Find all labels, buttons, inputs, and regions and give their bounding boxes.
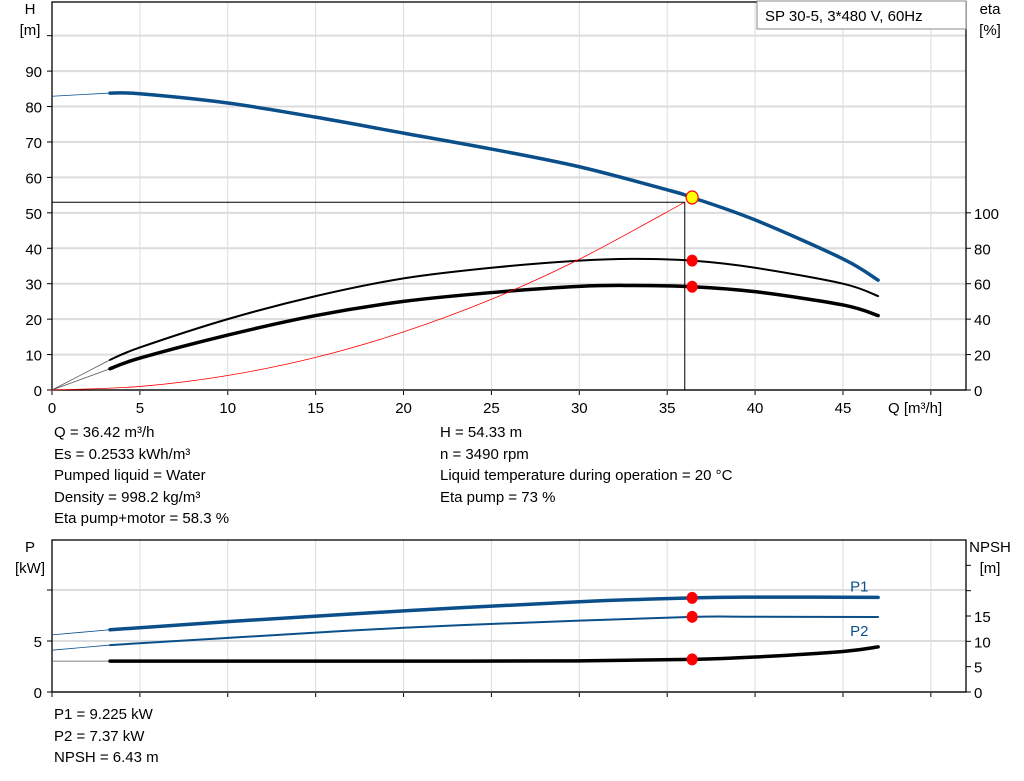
series-line-0 bbox=[108, 91, 880, 282]
series-line-0 bbox=[108, 595, 880, 632]
series-line-1 bbox=[109, 615, 880, 647]
x-tick-label: 40 bbox=[747, 400, 764, 417]
y-right-label: eta bbox=[980, 1, 1002, 18]
x-tick-label: 0 bbox=[48, 400, 56, 417]
y-left-tick-label: 0 bbox=[34, 685, 42, 702]
series-line-3 bbox=[51, 201, 686, 391]
y-right-tick-label: 60 bbox=[974, 277, 991, 294]
series-extension bbox=[51, 629, 111, 636]
series-extension bbox=[51, 368, 111, 391]
eta-duty-point bbox=[686, 254, 698, 267]
info-eta-pump: Eta pump = 73 % bbox=[440, 488, 556, 506]
y-left-label: P bbox=[25, 539, 35, 556]
p2-duty-point bbox=[686, 610, 698, 623]
operating-point bbox=[685, 190, 699, 205]
y-right-tick-label: 40 bbox=[974, 312, 991, 329]
y-right-tick-label: 10 bbox=[974, 634, 991, 651]
y-left-tick-label: 5 bbox=[34, 634, 42, 651]
info-es: Es = 0.2533 kWh/m³ bbox=[54, 445, 191, 463]
series-extension bbox=[51, 644, 111, 651]
y-left-tick-label: 30 bbox=[25, 277, 42, 294]
info-density: Density = 998.2 kg/m³ bbox=[54, 488, 201, 506]
y-right-unit: [%] bbox=[979, 22, 1001, 39]
info-npsh: NPSH = 6.43 m bbox=[54, 749, 159, 766]
x-tick-label: 25 bbox=[483, 400, 500, 417]
y-right-tick-label: 0 bbox=[974, 383, 982, 400]
x-tick-label: 35 bbox=[659, 400, 676, 417]
info-right: H = 54.33 m n = 3490 rpm Liquid temperat… bbox=[440, 422, 732, 508]
y-right-tick-label: 0 bbox=[974, 685, 982, 702]
info-h: H = 54.33 m bbox=[440, 424, 523, 441]
info-q: Q = 36.42 m³/h bbox=[54, 424, 155, 441]
y-right-label: NPSH bbox=[969, 539, 1011, 556]
info-left: Q = 36.42 m³/h Es = 0.2533 kWh/m³ Pumped… bbox=[54, 422, 229, 530]
y-right-unit: [m] bbox=[980, 560, 1001, 577]
y-right-tick-label: 5 bbox=[974, 660, 982, 677]
series-line-2 bbox=[108, 645, 880, 663]
series-label-P1: P1 bbox=[850, 578, 868, 595]
series-extension bbox=[51, 92, 111, 97]
x-tick-label: 15 bbox=[307, 400, 324, 417]
y-right-tick-label: 20 bbox=[974, 348, 991, 365]
info-eta-pump-motor: Eta pump+motor = 58.3 % bbox=[54, 510, 230, 527]
x-axis-label: Q [m³/h] bbox=[888, 400, 942, 417]
y-left-tick-label: 90 bbox=[25, 64, 42, 81]
series-extension bbox=[51, 359, 111, 391]
y-left-unit: [kW] bbox=[15, 560, 45, 577]
legend-box: SP 30-5, 3*480 V, 60Hz bbox=[756, 0, 967, 30]
y-left-tick-label: 50 bbox=[25, 206, 42, 223]
x-tick-label: 20 bbox=[395, 400, 412, 417]
series-line-1 bbox=[109, 257, 880, 361]
info-bottom: P1 = 9.225 kW P2 = 7.37 kW NPSH = 6.43 m bbox=[54, 704, 159, 769]
x-tick-label: 5 bbox=[136, 400, 144, 417]
y-right-tick-label: 80 bbox=[974, 241, 991, 258]
x-tick-label: 45 bbox=[835, 400, 852, 417]
y-left-label: H bbox=[25, 1, 36, 18]
npsh-duty-point bbox=[686, 653, 698, 666]
series-line-2 bbox=[108, 283, 880, 371]
y-left-tick-label: 0 bbox=[34, 383, 42, 400]
y-right-tick-label: 15 bbox=[974, 609, 991, 626]
y-left-tick-label: 20 bbox=[25, 312, 42, 329]
info-p1: P1 = 9.225 kW bbox=[54, 706, 153, 723]
info-temp: Liquid temperature during operation = 20… bbox=[440, 467, 733, 484]
y-right-tick-label: 100 bbox=[974, 206, 999, 223]
p1-duty-point bbox=[686, 591, 698, 604]
plot-frame bbox=[51, 1, 967, 391]
x-tick-label: 10 bbox=[219, 400, 236, 417]
plot-frame bbox=[51, 539, 967, 693]
y-left-tick-label: 40 bbox=[25, 241, 42, 258]
y-left-tick-label: 60 bbox=[25, 170, 42, 187]
y-left-tick-label: 10 bbox=[25, 348, 42, 365]
info-liquid: Pumped liquid = Water bbox=[54, 467, 206, 484]
y-left-unit: [m] bbox=[20, 22, 41, 39]
info-p2: P2 = 7.37 kW bbox=[54, 727, 145, 745]
eta-duty-point bbox=[686, 280, 698, 293]
info-n: n = 3490 rpm bbox=[440, 445, 529, 463]
x-tick-label: 30 bbox=[571, 400, 588, 417]
series-label-P2: P2 bbox=[850, 623, 868, 640]
y-left-tick-label: 80 bbox=[25, 100, 42, 117]
legend-text: SP 30-5, 3*480 V, 60Hz bbox=[765, 8, 923, 25]
y-left-tick-label: 70 bbox=[25, 135, 42, 152]
